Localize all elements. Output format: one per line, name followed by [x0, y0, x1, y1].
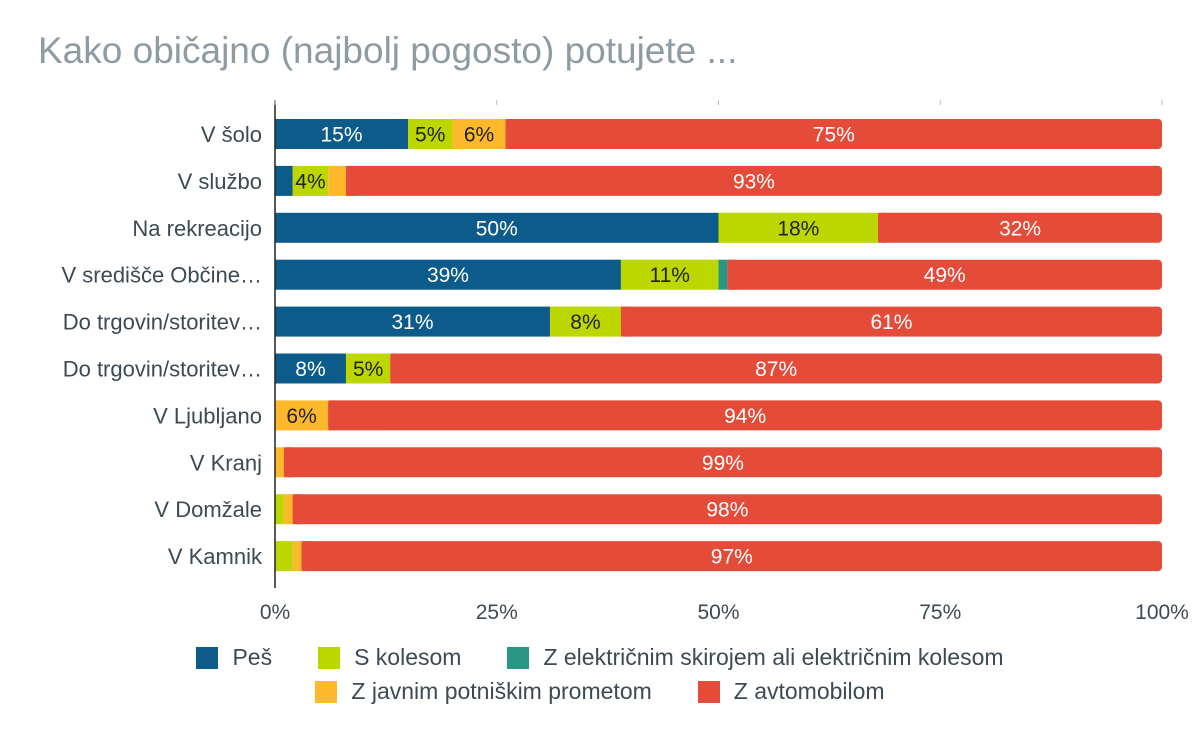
data-label: 97% — [711, 546, 753, 569]
x-tick-label: 100% — [1135, 601, 1189, 624]
chart-title: Kako običajno (najbolj pogosto) potujete… — [38, 30, 738, 71]
category-label: V Kamnik — [168, 544, 263, 569]
bar-segment[interactable] — [390, 353, 1162, 384]
legend-label: Peš — [232, 644, 273, 670]
data-label: 61% — [870, 311, 912, 334]
bar-segment[interactable] — [345, 353, 391, 384]
category-label: V službo — [178, 169, 262, 194]
bar-segment[interactable] — [718, 212, 879, 243]
legend-label: S kolesom — [354, 644, 462, 670]
x-tick-label: 0% — [260, 601, 290, 624]
bar-segment[interactable] — [275, 259, 621, 290]
category-label: V šolo — [201, 122, 262, 147]
category-label: Na rekreacijo — [132, 216, 262, 241]
data-label: 49% — [924, 264, 966, 287]
category-label: V središče Občine… — [61, 263, 262, 288]
bar-segment[interactable] — [328, 400, 1163, 431]
data-label: 75% — [813, 124, 855, 147]
bar-segment[interactable] — [275, 119, 409, 149]
bar-segment[interactable] — [275, 400, 329, 431]
legend-item[interactable]: Z električnim skirojem ali električnim k… — [507, 644, 1004, 671]
bar-segment[interactable] — [275, 165, 293, 196]
bar-segment[interactable] — [275, 212, 719, 243]
bar-segment-corner — [390, 353, 399, 384]
data-label: 4% — [295, 170, 325, 193]
category-label: Do trgovin/storitev… — [63, 310, 262, 335]
data-label: 87% — [755, 358, 797, 381]
bar-segment[interactable] — [718, 259, 728, 290]
bar-segment-corner — [328, 400, 337, 431]
data-label: 31% — [391, 311, 433, 334]
data-label: 50% — [476, 217, 518, 240]
bar-segment[interactable] — [620, 259, 719, 290]
legend-item[interactable]: Peš — [196, 644, 272, 671]
bar-segment[interactable] — [345, 165, 1163, 196]
data-label: 8% — [295, 358, 325, 381]
bar-segment[interactable] — [283, 447, 1162, 478]
legend-swatch — [507, 646, 530, 669]
legend-swatch — [315, 680, 338, 703]
bar-segment[interactable] — [275, 541, 293, 572]
legend-row: Z javnim potniškim prometom Z avtomobilom — [0, 678, 1200, 705]
data-label: 18% — [777, 217, 819, 240]
bar-segment[interactable] — [620, 306, 1162, 337]
bar-segment[interactable] — [452, 119, 506, 149]
bar-segment-corner — [620, 306, 629, 337]
legend-swatch — [697, 680, 720, 703]
legend-label: Z avtomobilom — [733, 678, 885, 704]
data-label: 99% — [702, 452, 744, 475]
bar-segment[interactable] — [275, 353, 346, 384]
bar-segment[interactable] — [328, 165, 346, 196]
bar-segment-corner — [878, 212, 887, 243]
data-label: 5% — [353, 358, 383, 381]
bar-segment[interactable] — [505, 119, 1162, 149]
legend-item[interactable]: Z avtomobilom — [697, 678, 885, 705]
category-label: V Kranj — [190, 450, 262, 475]
bar-segment[interactable] — [292, 541, 302, 572]
legend-swatch — [318, 646, 341, 669]
bar-segment[interactable] — [275, 494, 284, 525]
bar-segment-corner — [727, 259, 736, 290]
bar-segment[interactable] — [283, 494, 293, 525]
data-label: 6% — [286, 405, 316, 428]
category-label: Do trgovin/storitev… — [63, 357, 262, 382]
bar-segment-corner — [292, 494, 301, 525]
bar-segment[interactable] — [878, 212, 1162, 243]
legend-label: Z električnim skirojem ali električnim k… — [543, 644, 1004, 670]
bar-segment-corner — [283, 447, 292, 478]
data-label: 8% — [570, 311, 600, 334]
bar-segment[interactable] — [408, 119, 453, 149]
legend-label: Z javnim potniškim prometom — [351, 678, 652, 704]
data-label: 94% — [724, 405, 766, 428]
data-label: 32% — [999, 217, 1041, 240]
bar-segment[interactable] — [292, 494, 1162, 525]
bar-segment-corner — [345, 165, 354, 196]
x-tick-label: 75% — [919, 601, 961, 624]
bar-segment-corner — [301, 541, 310, 572]
data-label: 11% — [649, 264, 689, 287]
category-label: V Ljubljano — [153, 403, 262, 428]
data-label: 6% — [464, 124, 494, 147]
legend-item[interactable]: S kolesom — [318, 644, 461, 671]
data-label: 5% — [415, 124, 445, 147]
data-label: 39% — [427, 264, 469, 287]
bar-segment[interactable] — [727, 259, 1162, 290]
category-label: V Domžale — [154, 497, 262, 522]
x-tick-label: 50% — [697, 601, 739, 624]
data-label: 93% — [733, 170, 775, 193]
bar-segment-corner — [505, 119, 514, 149]
bar-segment[interactable] — [275, 447, 284, 478]
bar-segment[interactable] — [301, 541, 1162, 572]
legend-item[interactable]: Z javnim potniškim prometom — [315, 678, 652, 705]
data-label: 15% — [321, 124, 363, 147]
x-tick-label: 25% — [476, 601, 518, 624]
bar-segment[interactable] — [292, 165, 329, 196]
bar-segment[interactable] — [275, 306, 550, 337]
data-label: 98% — [706, 499, 748, 522]
legend-row: Peš S kolesom Z električnim skirojem ali e… — [0, 644, 1200, 671]
legend-swatch — [196, 646, 219, 669]
bar-segment[interactable] — [549, 306, 621, 337]
